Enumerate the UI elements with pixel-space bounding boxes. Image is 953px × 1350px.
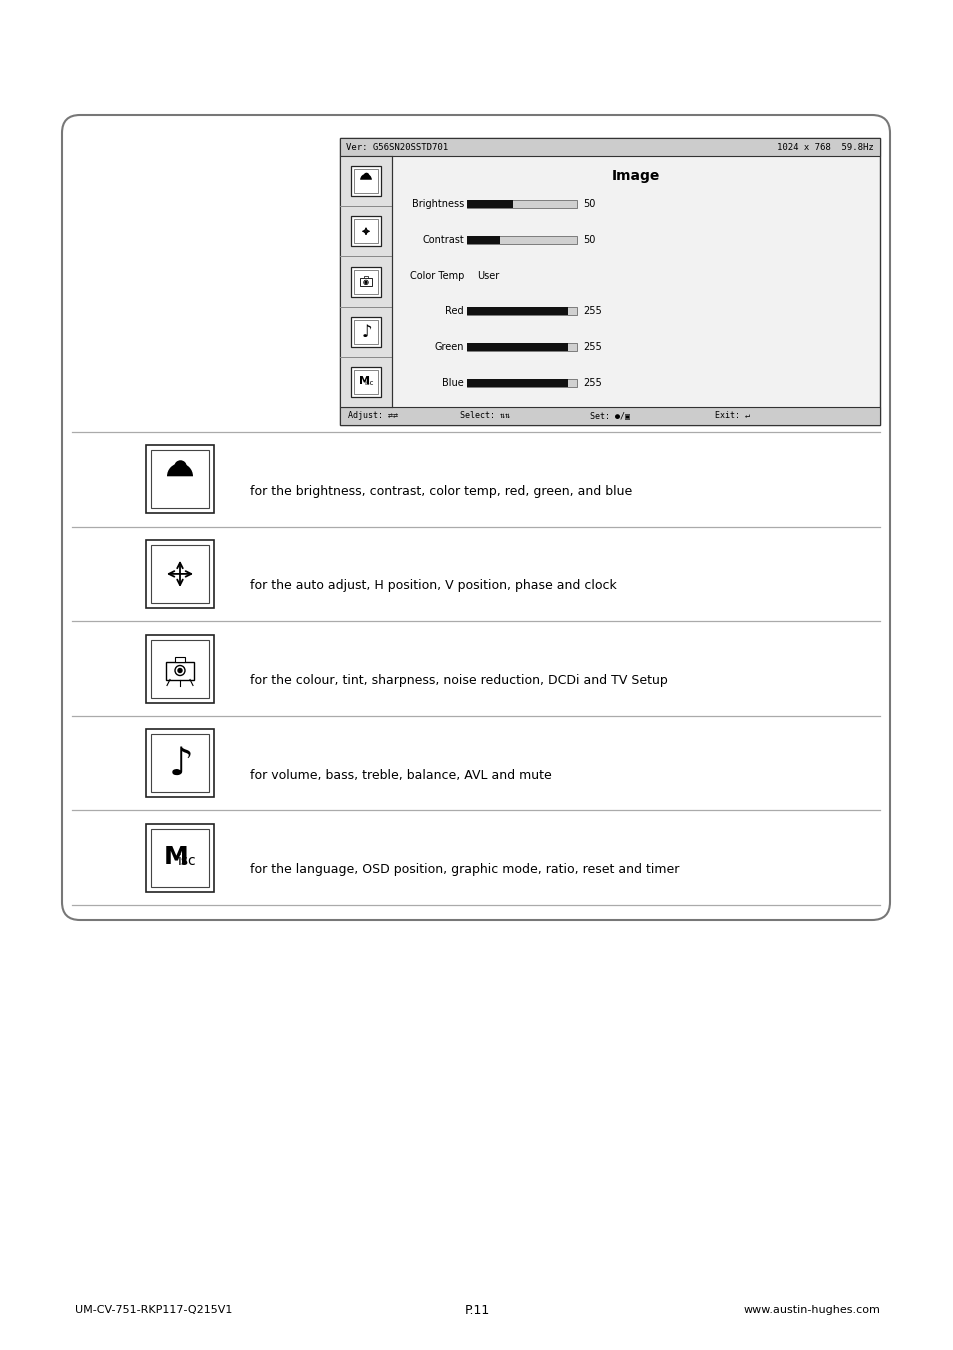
- Bar: [146, 446, 213, 513]
- Text: Color Temp: Color Temp: [409, 270, 463, 281]
- Text: Select: ⇅⇅: Select: ⇅⇅: [459, 412, 510, 420]
- Bar: [351, 216, 380, 246]
- Bar: [146, 729, 213, 796]
- Text: for the language, OSD position, graphic mode, ratio, reset and timer: for the language, OSD position, graphic …: [250, 863, 679, 876]
- Bar: [339, 138, 879, 157]
- Bar: [467, 343, 568, 351]
- Text: Green: Green: [434, 343, 463, 352]
- Bar: [467, 308, 577, 316]
- Bar: [467, 343, 577, 351]
- Bar: [146, 634, 213, 702]
- Bar: [166, 662, 193, 679]
- Bar: [467, 200, 513, 208]
- Text: isc: isc: [177, 853, 196, 868]
- Text: M: M: [164, 845, 188, 868]
- Circle shape: [365, 282, 367, 284]
- Text: Brightness: Brightness: [412, 198, 463, 209]
- Bar: [467, 236, 499, 244]
- Text: 1024 x 768  59.8Hz: 1024 x 768 59.8Hz: [777, 143, 873, 151]
- Text: for the colour, tint, sharpness, noise reduction, DCDi and TV Setup: for the colour, tint, sharpness, noise r…: [250, 674, 667, 687]
- Bar: [351, 166, 380, 196]
- Wedge shape: [167, 463, 193, 477]
- Text: 255: 255: [582, 343, 601, 352]
- Bar: [151, 734, 209, 792]
- Bar: [339, 138, 879, 425]
- Text: 50: 50: [582, 235, 595, 244]
- Bar: [354, 320, 377, 344]
- Text: Image: Image: [611, 169, 659, 184]
- Text: Blue: Blue: [442, 378, 463, 387]
- Text: for the brightness, contrast, color temp, red, green, and blue: for the brightness, contrast, color temp…: [250, 485, 632, 498]
- Text: 255: 255: [582, 378, 601, 387]
- Bar: [151, 451, 209, 509]
- Bar: [351, 367, 380, 397]
- Text: isc: isc: [364, 381, 374, 386]
- Text: for volume, bass, treble, balance, AVL and mute: for volume, bass, treble, balance, AVL a…: [250, 768, 551, 782]
- Bar: [174, 656, 185, 662]
- Bar: [351, 266, 380, 297]
- Circle shape: [178, 668, 182, 672]
- FancyBboxPatch shape: [62, 115, 889, 919]
- Bar: [151, 545, 209, 603]
- Bar: [467, 200, 577, 208]
- Bar: [359, 278, 372, 286]
- Text: ♪: ♪: [361, 323, 372, 342]
- Text: www.austin-hughes.com: www.austin-hughes.com: [742, 1305, 879, 1315]
- Bar: [146, 540, 213, 608]
- Bar: [467, 379, 568, 387]
- Bar: [354, 169, 377, 193]
- Text: Ver: G56SN20SSTD701: Ver: G56SN20SSTD701: [346, 143, 448, 151]
- Text: M: M: [358, 377, 370, 386]
- Text: Adjust: ⇄⇄: Adjust: ⇄⇄: [348, 412, 397, 420]
- Bar: [151, 829, 209, 887]
- Text: Set: ●/▣: Set: ●/▣: [589, 412, 629, 420]
- Text: User: User: [476, 270, 498, 281]
- Bar: [339, 157, 392, 406]
- Text: P.11: P.11: [464, 1304, 489, 1316]
- Bar: [351, 317, 380, 347]
- Text: Exit: ↵: Exit: ↵: [714, 412, 749, 420]
- Text: 255: 255: [582, 306, 601, 316]
- Bar: [339, 406, 879, 425]
- Text: for the auto adjust, H position, V position, phase and clock: for the auto adjust, H position, V posit…: [250, 579, 616, 593]
- Text: Contrast: Contrast: [422, 235, 463, 244]
- Text: UM-CV-751-RKP117-Q215V1: UM-CV-751-RKP117-Q215V1: [75, 1305, 233, 1315]
- Text: ♪: ♪: [169, 745, 193, 783]
- Text: Red: Red: [445, 306, 463, 316]
- Bar: [363, 277, 368, 278]
- Bar: [467, 236, 577, 244]
- Bar: [354, 370, 377, 394]
- Bar: [467, 308, 568, 316]
- Bar: [151, 640, 209, 698]
- Wedge shape: [360, 174, 372, 180]
- Bar: [354, 270, 377, 293]
- Text: 50: 50: [582, 198, 595, 209]
- Bar: [467, 379, 577, 387]
- Bar: [354, 219, 377, 243]
- Bar: [146, 824, 213, 892]
